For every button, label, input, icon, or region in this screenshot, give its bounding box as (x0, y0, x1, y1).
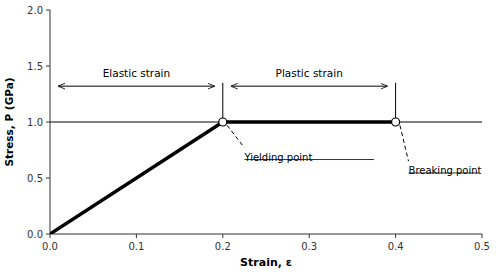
series-line (223, 120, 396, 124)
x-tick-label: 0.4 (388, 241, 404, 252)
vertical-reference-line (222, 83, 223, 122)
annotations: Elastic strain Plastic strain Yielding poi… (59, 67, 482, 176)
horizontal-reference-line (50, 122, 482, 123)
vertical-reference-line (395, 83, 396, 122)
y-tick (46, 234, 50, 235)
x-tick-label: 0.1 (128, 241, 144, 252)
y-tick-label: 1.5 (27, 61, 43, 72)
y-tick (46, 66, 50, 67)
x-tick (482, 234, 483, 238)
chart: 0.0 0.1 0.2 0.3 0.4 0.5 0.0 0.5 1.0 1.5 2.0 Strain,… (0, 0, 500, 272)
double-arrow (231, 86, 387, 87)
double-arrow (59, 86, 215, 87)
x-tick-label: 0.3 (301, 241, 317, 252)
callout-label: Yielding point (243, 152, 312, 163)
y-tick-label: 1.0 (27, 117, 43, 128)
underline (244, 159, 374, 160)
dashed-leader (227, 125, 244, 147)
y-tick-label: 0.0 (27, 229, 43, 240)
x-tick (309, 234, 310, 238)
y-tick (46, 178, 50, 179)
x-tick (50, 234, 51, 238)
x-tick-label: 0.5 (474, 241, 490, 252)
x-tick-label: 0.0 (42, 241, 58, 252)
x-axis-label: Strain, ε (240, 256, 292, 269)
underline (409, 172, 480, 173)
x-tick (222, 234, 223, 238)
point-marker (219, 118, 227, 126)
annotation-label: Plastic strain (276, 67, 343, 79)
x-tick (395, 234, 396, 238)
annotation-label: Elastic strain (103, 67, 171, 79)
x-axis-line (50, 234, 482, 235)
point-marker (392, 118, 400, 126)
x-tick-label: 0.2 (215, 241, 231, 252)
dashed-leader (400, 125, 409, 161)
series-line (50, 122, 223, 234)
y-tick-label: 0.5 (27, 173, 43, 184)
x-tick (136, 234, 137, 238)
y-tick-label: 2.0 (27, 5, 43, 16)
axes: 0.0 0.1 0.2 0.3 0.4 0.5 0.0 0.5 1.0 1.5 2.0 (27, 5, 490, 253)
plot-area (50, 83, 482, 234)
callout-label: Breaking point (409, 165, 482, 176)
y-axis-label: Stress, P (GPa) (3, 77, 15, 166)
y-tick (46, 122, 50, 123)
y-tick (46, 10, 50, 11)
